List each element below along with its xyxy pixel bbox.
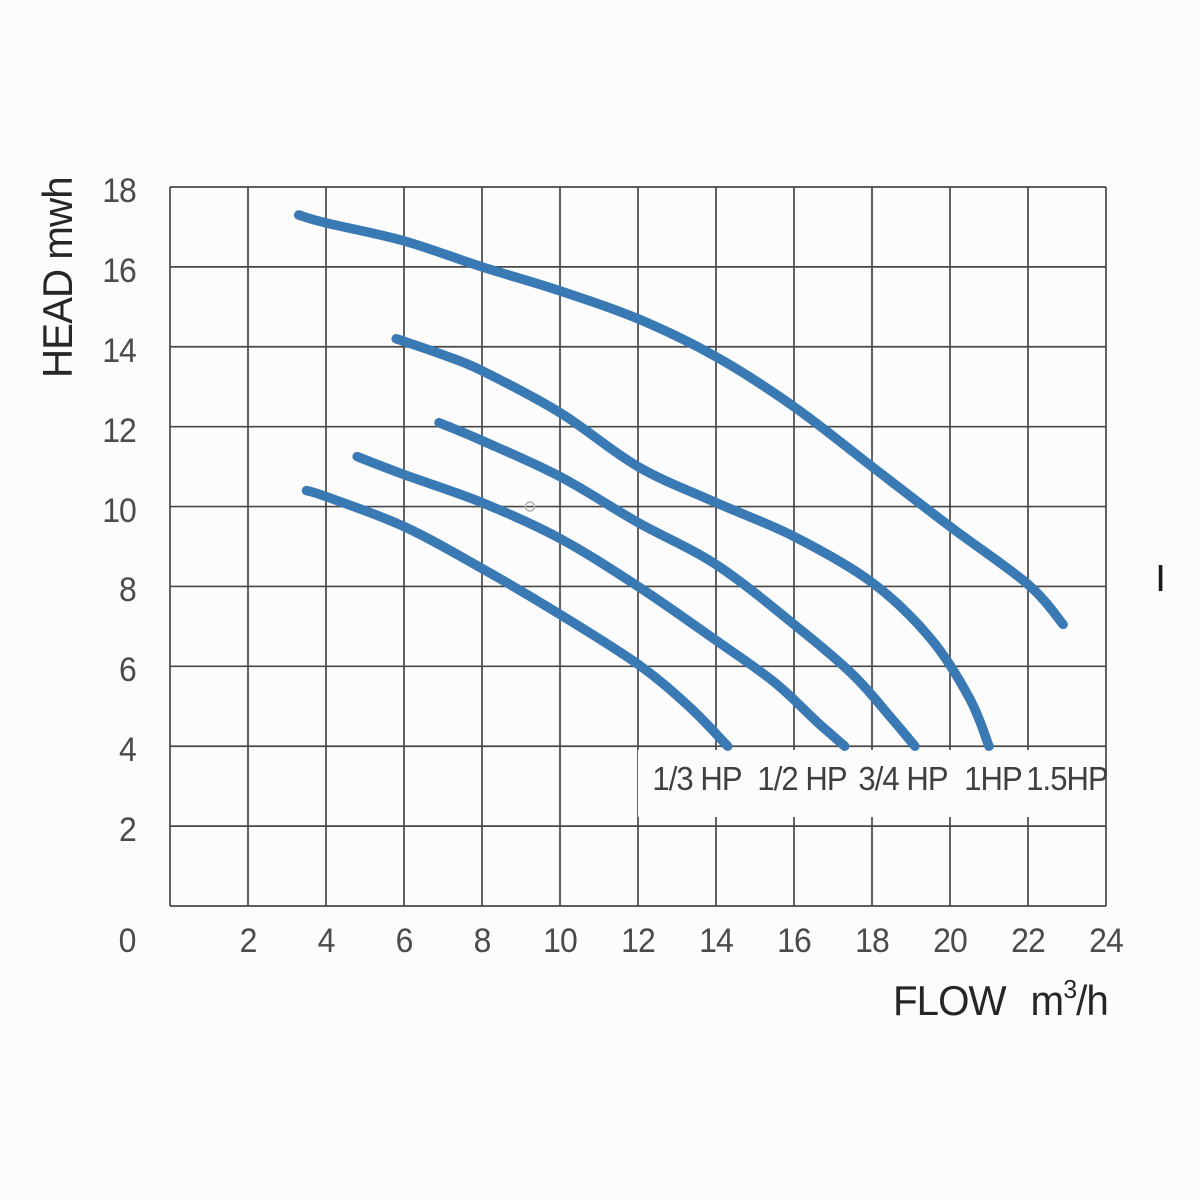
- origin-tick-label: 0: [118, 922, 137, 960]
- curve-label-3-4-hp: 3/4 HP: [858, 759, 949, 797]
- x-axis-unit-exponent: 3: [1063, 974, 1077, 1004]
- x-tick-label-20: 20: [933, 922, 968, 960]
- x-axis-title-text: FLOW: [893, 977, 1007, 1024]
- x-tick-label-6: 6: [395, 922, 414, 960]
- x-tick-label-8: 8: [473, 922, 492, 960]
- curve-label-1-2-hp: 1/2 HP: [757, 759, 847, 797]
- x-tick-label-4: 4: [317, 922, 336, 960]
- pump-curve-1-2-hp: [352, 451, 850, 751]
- x-axis-title: FLOW m3/h: [893, 974, 1109, 1025]
- x-tick-label-2: 2: [239, 922, 258, 960]
- y-tick-label-8: 8: [119, 571, 137, 610]
- curve-label-band: [638, 750, 1101, 817]
- y-tick-label-18: 18: [102, 172, 137, 210]
- y-tick-label-10: 10: [102, 491, 137, 530]
- edge-tick-mark: [1158, 565, 1163, 592]
- y-tick-label-12: 12: [102, 411, 137, 450]
- x-tick-label-24: 24: [1089, 922, 1124, 960]
- curve-label-1-5hp: 1.5HP: [1026, 759, 1108, 797]
- x-tick-label-22: 22: [1011, 922, 1046, 960]
- y-tick-label-2: 2: [119, 811, 137, 850]
- y-tick-label-6: 6: [119, 651, 137, 690]
- curve-label-1-3-hp: 1/3 HP: [651, 759, 742, 797]
- y-tick-label-16: 16: [102, 251, 137, 290]
- x-tick-label-14: 14: [699, 922, 734, 960]
- x-tick-label-16: 16: [777, 922, 812, 960]
- x-axis-unit-base: m: [1030, 977, 1065, 1024]
- y-tick-label-14: 14: [102, 331, 137, 370]
- pump-curve-1hp: [391, 334, 994, 751]
- pump-curve-1-3-hp: [301, 485, 733, 751]
- y-tick-label-4: 4: [119, 731, 137, 770]
- pump-curve-3-4-hp: [434, 417, 920, 751]
- ring-mark: [524, 501, 536, 512]
- x-tick-label-12: 12: [621, 922, 656, 960]
- x-tick-label-18: 18: [855, 922, 890, 960]
- x-axis-unit-per: /h: [1076, 977, 1109, 1024]
- x-tick-label-10: 10: [543, 922, 578, 960]
- curve-label-1hp: 1HP: [964, 759, 1022, 797]
- pump-curve-1-5hp: [293, 210, 1068, 630]
